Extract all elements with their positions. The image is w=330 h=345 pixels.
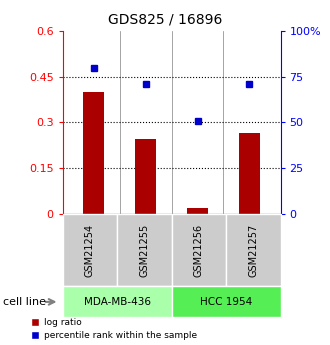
Bar xyxy=(135,139,156,214)
Text: GSM21256: GSM21256 xyxy=(194,224,204,277)
Text: GSM21255: GSM21255 xyxy=(139,224,149,277)
Text: HCC 1954: HCC 1954 xyxy=(200,297,252,307)
Bar xyxy=(83,92,104,214)
Bar xyxy=(239,133,260,214)
Text: GDS825 / 16896: GDS825 / 16896 xyxy=(108,12,222,26)
Text: cell line: cell line xyxy=(3,297,46,307)
Bar xyxy=(187,208,208,214)
Text: MDA-MB-436: MDA-MB-436 xyxy=(83,297,151,307)
Legend: log ratio, percentile rank within the sample: log ratio, percentile rank within the sa… xyxy=(31,318,197,341)
Text: GSM21254: GSM21254 xyxy=(85,224,95,277)
Text: GSM21257: GSM21257 xyxy=(248,224,258,277)
